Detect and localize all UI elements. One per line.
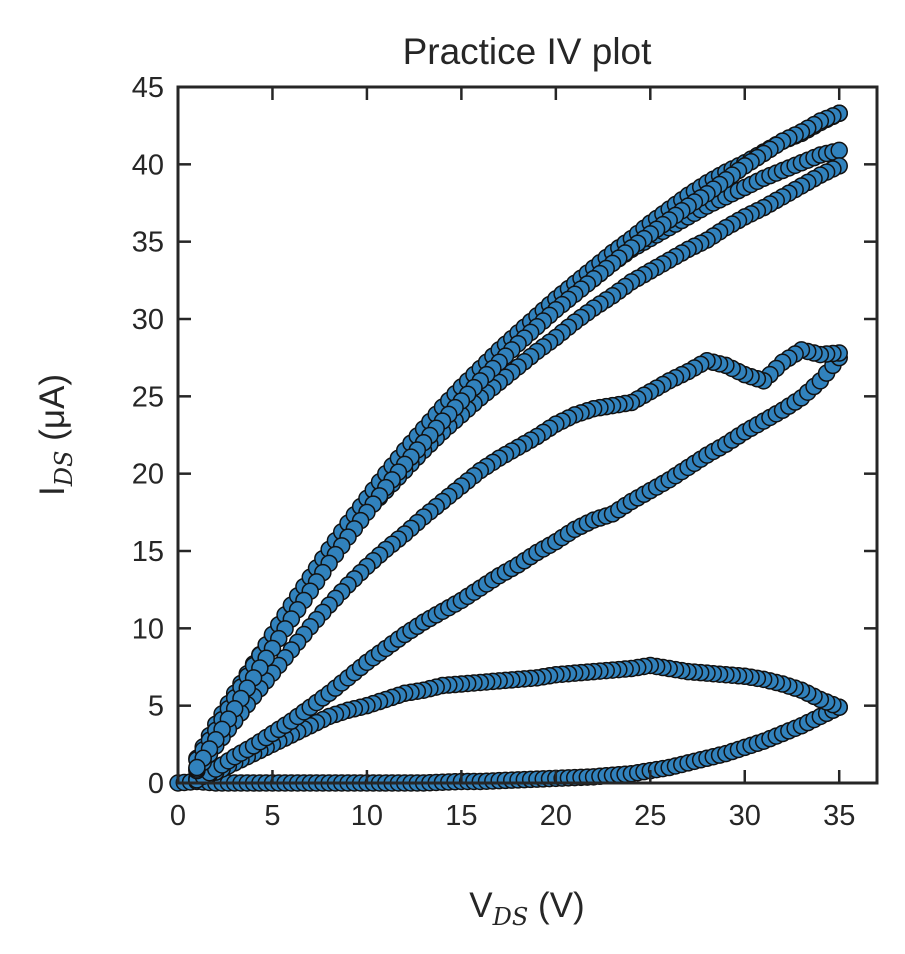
y-tick-label: 15 xyxy=(132,536,164,568)
axis-ticks: 0 5 10 15 20 25 30 35 0 5 10 15 20 25 30 35 40 45 xyxy=(132,72,877,832)
y-tick-label: 20 xyxy=(132,459,164,491)
x-tick-label: 15 xyxy=(445,800,477,832)
y-tick-label: 10 xyxy=(132,613,164,645)
x-tick-label: 35 xyxy=(823,800,855,832)
x-tick-label: 30 xyxy=(729,800,761,832)
data-point xyxy=(830,141,848,160)
y-tick-label: 40 xyxy=(132,149,164,181)
x-tick-label: 20 xyxy=(540,800,572,832)
x-tick-label: 0 xyxy=(170,800,186,832)
chart-title: Practice IV plot xyxy=(403,31,653,72)
y-tick-label: 5 xyxy=(148,691,164,723)
y-tick-label: 0 xyxy=(148,768,164,800)
y-tick-label: 25 xyxy=(132,381,164,413)
y-tick-label: 30 xyxy=(132,304,164,336)
y-axis-label: IDS (μA) xyxy=(33,374,78,496)
y-tick-label: 35 xyxy=(132,227,164,259)
x-tick-label: 10 xyxy=(351,800,383,832)
x-tick-label: 25 xyxy=(634,800,666,832)
x-tick-label: 5 xyxy=(264,800,280,832)
x-axis-label: VDS (V) xyxy=(469,886,584,931)
y-tick-label: 45 xyxy=(132,72,164,104)
data-points xyxy=(169,104,848,792)
data-point xyxy=(188,758,206,777)
plot-frame xyxy=(176,85,879,785)
